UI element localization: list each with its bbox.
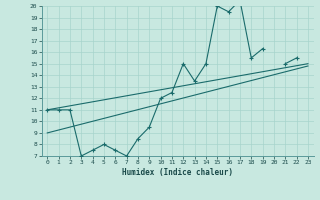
X-axis label: Humidex (Indice chaleur): Humidex (Indice chaleur) — [122, 168, 233, 177]
